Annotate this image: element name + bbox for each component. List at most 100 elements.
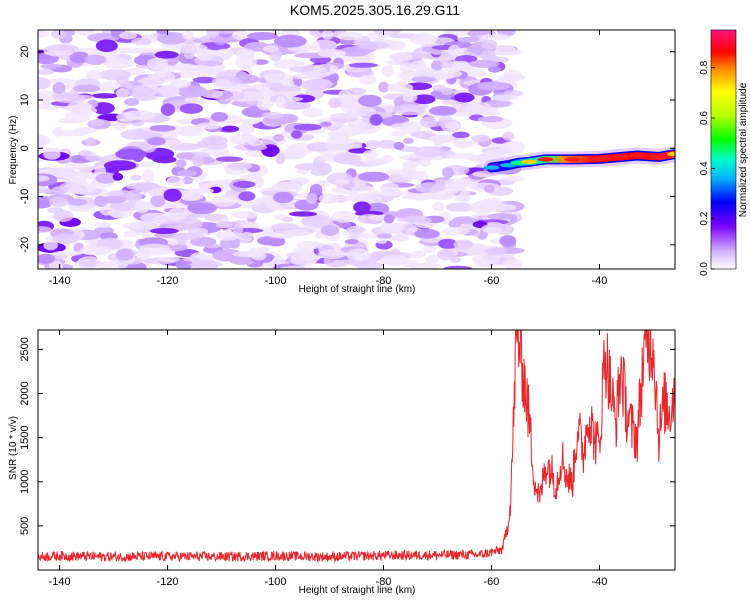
noise-blob [123, 85, 154, 97]
noise-blob [337, 31, 363, 41]
noise-blob [275, 152, 286, 165]
spectrogram-x-tick-label: -60 [484, 275, 500, 287]
noise-blob [419, 116, 438, 128]
snr-x-tick-label: -80 [376, 576, 392, 588]
noise-blob [488, 65, 502, 73]
noise-blob [410, 250, 427, 259]
noise-blob [124, 98, 140, 107]
noise-blob [252, 176, 264, 189]
noise-blob [115, 148, 147, 160]
noise-blob [84, 54, 107, 66]
noise-blob [260, 226, 273, 234]
noise-blob [377, 139, 398, 149]
noise-blob [284, 229, 311, 237]
noise-blob [72, 84, 101, 93]
noise-blob [247, 138, 264, 146]
spectrogram-frame [37, 29, 676, 270]
noise-blob [67, 101, 92, 114]
noise-blob [392, 104, 427, 116]
noise-blob [503, 258, 522, 269]
noise-blob [346, 248, 372, 261]
noise-blob [212, 249, 244, 262]
snr-panel: -140 -120 -100 -80 -60 -40 500 1000 1500 2000 250… [8, 329, 676, 596]
noise-blob [38, 135, 47, 148]
signal-track-point [650, 154, 667, 160]
noise-blob [68, 198, 88, 206]
noise-blob [38, 68, 55, 75]
noise-blob [221, 125, 240, 132]
noise-blob [466, 101, 492, 114]
snr-y-tick-label: 2000 [19, 381, 31, 405]
noise-blob [502, 131, 515, 141]
noise-blob [499, 235, 517, 247]
noise-blob [160, 103, 175, 116]
noise-blob [310, 39, 338, 52]
noise-blob [430, 183, 441, 192]
noise-blob [381, 154, 394, 163]
noise-blob [63, 181, 97, 195]
noise-blob [238, 191, 256, 202]
noise-blob [293, 123, 322, 131]
noise-blob [388, 52, 413, 62]
noise-blob [483, 99, 514, 108]
spectrogram-x-axis: -140 -120 -100 -80 -60 -40 [49, 30, 607, 287]
noise-blob [428, 134, 456, 143]
noise-blob [418, 157, 431, 168]
noise-blob [146, 57, 169, 70]
noise-blob [325, 142, 350, 151]
noise-blob [76, 30, 95, 36]
spectrogram-x-tick-label: -120 [157, 275, 179, 287]
snr-y-tick-label: 500 [19, 517, 31, 535]
noise-blob [147, 136, 166, 146]
noise-blob [481, 49, 496, 62]
noise-blob [376, 238, 388, 245]
noise-blob [79, 245, 112, 256]
noise-blob [48, 196, 69, 208]
noise-blob [176, 85, 207, 98]
noise-blob [432, 201, 446, 211]
noise-blob [362, 150, 379, 159]
snr-background [38, 330, 675, 570]
noise-blob [43, 148, 61, 160]
noise-blob [346, 225, 366, 234]
noise-blob [340, 100, 362, 114]
spectrogram-y-tick-label: 20 [19, 46, 31, 58]
noise-blob [262, 45, 279, 52]
noise-blob [346, 87, 367, 95]
noise-blob [270, 80, 283, 93]
noise-blob [294, 163, 324, 171]
noise-blob [52, 186, 69, 194]
noise-blob [85, 136, 97, 147]
noise-blob [126, 189, 143, 203]
noise-blob [476, 81, 510, 91]
spectrogram-y-tick-label: 0 [19, 145, 31, 151]
noise-blob [410, 60, 427, 71]
snr-x-axis: -140 -120 -100 -80 -60 -40 [49, 330, 607, 588]
noise-blob [78, 150, 93, 157]
noise-blob [350, 122, 381, 135]
noise-blob [179, 103, 204, 114]
noise-blob [414, 228, 440, 239]
noise-blob [38, 187, 55, 194]
noise-blob [91, 93, 119, 99]
noise-blob [85, 70, 102, 80]
noise-blob [348, 62, 379, 68]
snr-y-tick-label: 1000 [19, 470, 31, 494]
noise-blob [281, 216, 294, 223]
noise-blob [176, 152, 197, 160]
noise-blob [344, 259, 371, 266]
noise-blob [273, 133, 285, 142]
noise-blob [339, 46, 371, 57]
noise-blob [215, 30, 236, 34]
noise-blob [378, 81, 390, 93]
noise-blob [232, 180, 256, 188]
noise-blob [480, 33, 512, 41]
noise-blob [181, 31, 195, 40]
spectrogram-y-tick-label: -10 [19, 189, 31, 205]
noise-blob [64, 163, 90, 170]
noise-blob [95, 39, 118, 53]
noise-blob [328, 97, 342, 109]
noise-blob [447, 44, 461, 56]
noise-blob [95, 261, 129, 269]
